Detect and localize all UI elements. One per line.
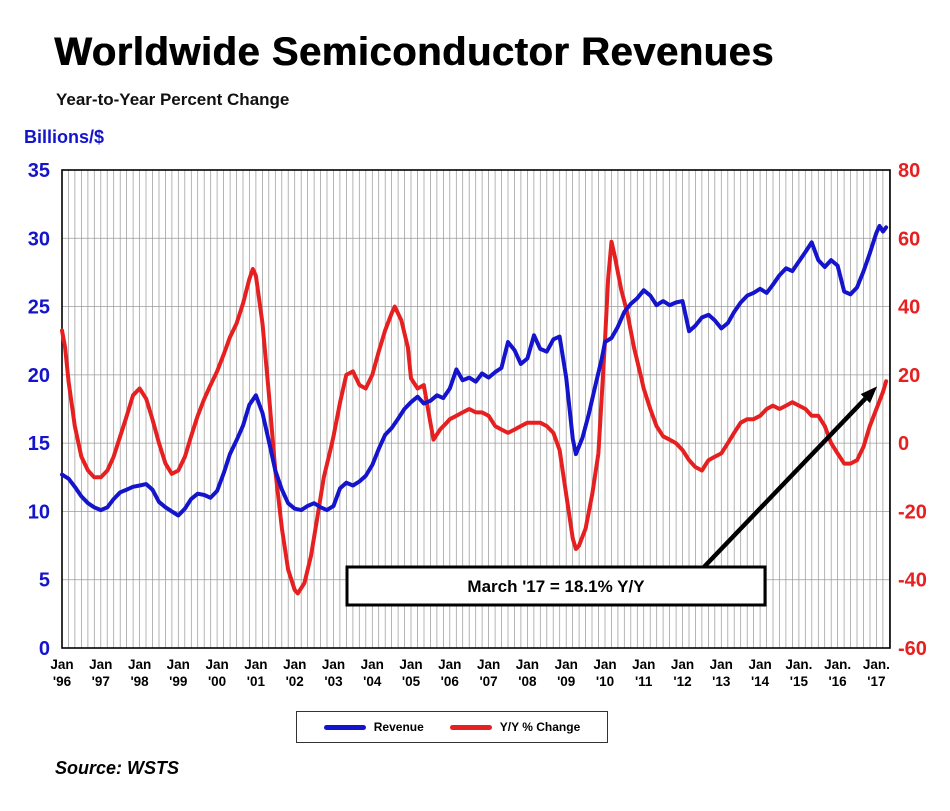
x-axis-tick-year: '15 [790,674,809,689]
x-axis-tick-year: '14 [751,674,770,689]
x-axis-tick-month: Jan [710,657,733,672]
x-axis-tick-year: '12 [673,674,691,689]
revenue-line [60,224,889,518]
x-axis-tick-month: Jan [283,657,306,672]
right-axis-tick: 60 [898,228,920,250]
x-axis-tick-year: '05 [402,674,421,689]
x-axis-tick-year: '02 [286,674,304,689]
x-axis-tick-month: Jan [399,657,422,672]
revenue-line-swatch [323,724,366,730]
x-axis-tick-year: '98 [130,674,149,689]
x-axis-tick-year: '11 [635,674,653,689]
right-axis-tick: -20 [898,501,927,523]
left-axis-tick: 25 [28,297,50,319]
x-axis-tick-month: Jan [89,657,112,672]
x-axis-tick-month: Jan [244,657,267,672]
chart-subtitle: Year-to-Year Percent Change [56,90,290,109]
left-axis-tick: 30 [28,228,50,250]
yoy-line-swatch [449,724,492,730]
x-axis-tick-month: Jan [322,657,345,672]
right-axis-tick: 20 [898,365,920,387]
x-axis-tick-month: Jan [438,657,461,672]
x-axis-tick-year: '03 [324,674,343,689]
legend-item-yoy: Y/Y % Change [449,720,581,734]
left-axis-tick: 5 [39,570,50,592]
left-axis-tick: 15 [28,433,50,455]
legend-item-revenue: Revenue [323,720,424,734]
legend-label-yoy: Y/Y % Change [499,720,581,734]
annotation-text: March '17 = 18.1% Y/Y [467,577,645,596]
left-axis-tick: 35 [28,160,50,182]
x-axis-tick-month: Jan [671,657,694,672]
x-axis-tick-month: Jan [632,657,655,672]
x-axis-tick-year: '17 [867,674,885,689]
annotation-arrow [701,397,867,570]
x-axis-tick-month: Jan [205,657,228,672]
left-axis-tick: 10 [28,501,50,523]
left-axis-title: Billions/$ [24,127,105,147]
right-axis-tick: 40 [898,297,920,319]
legend-label-revenue: Revenue [373,720,424,734]
left-axis-tick: 20 [28,365,50,387]
x-axis-tick-year: '08 [518,674,537,689]
x-axis-tick-year: '01 [247,674,266,689]
x-axis-tick-year: '09 [557,674,575,689]
left-axis-tick: 0 [39,638,50,660]
x-axis-tick-year: '97 [92,674,110,689]
plot-border [61,169,891,649]
x-axis-tick-month: Jan [477,657,500,672]
x-axis-tick-month: Jan [167,657,190,672]
annotation-box [345,565,767,607]
right-axis-tick: -60 [898,638,927,660]
x-axis-tick-month: Jan. [863,657,890,672]
yoy-line [60,239,889,596]
x-axis-tick-year: '07 [479,674,497,689]
x-axis-tick-month: Jan. [824,657,851,672]
x-axis-tick-year: '10 [596,674,614,689]
x-axis-tick-month: Jan [593,657,616,672]
x-axis-tick-month: Jan [50,657,73,672]
x-axis-tick-month: Jan. [785,657,812,672]
source-note: Source: WSTS [55,758,180,778]
annotation-arrowhead [860,386,878,404]
x-axis-tick-month: Jan [361,657,384,672]
chart-title: Worldwide Semiconductor Revenues [54,30,774,74]
x-axis-tick-year: '13 [712,674,731,689]
x-axis-tick-year: '00 [208,674,226,689]
x-axis-tick-year: '16 [828,674,847,689]
x-axis-tick-month: Jan [516,657,539,672]
x-axis-tick-month: Jan [555,657,578,672]
x-axis-tick-year: '99 [169,674,187,689]
x-axis-tick-month: Jan [128,657,151,672]
x-axis-tick-year: '96 [53,674,72,689]
x-axis-tick-month: Jan [748,657,771,672]
right-axis-tick: 0 [898,433,909,455]
right-axis-tick: -40 [898,570,927,592]
legend: Revenue Y/Y % Change [296,711,608,743]
right-axis-tick: 80 [898,160,920,182]
x-axis-tick-year: '06 [441,674,460,689]
x-axis-tick-year: '04 [363,674,382,689]
